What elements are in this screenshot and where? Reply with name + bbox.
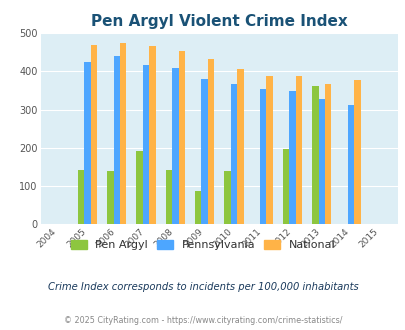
Bar xyxy=(266,76,272,224)
Bar xyxy=(311,86,318,224)
Bar xyxy=(282,149,288,224)
Bar xyxy=(172,68,178,224)
Bar xyxy=(136,150,143,224)
Bar xyxy=(149,46,155,224)
Bar xyxy=(230,84,237,224)
Bar xyxy=(178,50,185,224)
Bar xyxy=(194,191,201,224)
Legend: Pen Argyl, Pennsylvania, National: Pen Argyl, Pennsylvania, National xyxy=(68,237,337,254)
Text: Crime Index corresponds to incidents per 100,000 inhabitants: Crime Index corresponds to incidents per… xyxy=(47,282,358,292)
Bar xyxy=(113,56,119,224)
Bar xyxy=(107,171,113,224)
Bar xyxy=(237,69,243,224)
Bar xyxy=(165,170,172,224)
Bar xyxy=(224,171,230,224)
Title: Pen Argyl Violent Crime Index: Pen Argyl Violent Crime Index xyxy=(91,14,347,29)
Bar xyxy=(207,59,214,224)
Bar xyxy=(143,65,149,224)
Bar xyxy=(84,62,90,224)
Bar xyxy=(78,170,84,224)
Bar xyxy=(295,76,301,224)
Bar xyxy=(119,43,126,224)
Bar xyxy=(354,81,360,224)
Bar xyxy=(90,45,97,224)
Bar xyxy=(288,91,295,224)
Bar xyxy=(347,105,354,224)
Text: © 2025 CityRating.com - https://www.cityrating.com/crime-statistics/: © 2025 CityRating.com - https://www.city… xyxy=(64,315,341,325)
Bar xyxy=(259,89,266,224)
Bar xyxy=(201,79,207,224)
Bar xyxy=(324,84,330,224)
Bar xyxy=(318,99,324,224)
